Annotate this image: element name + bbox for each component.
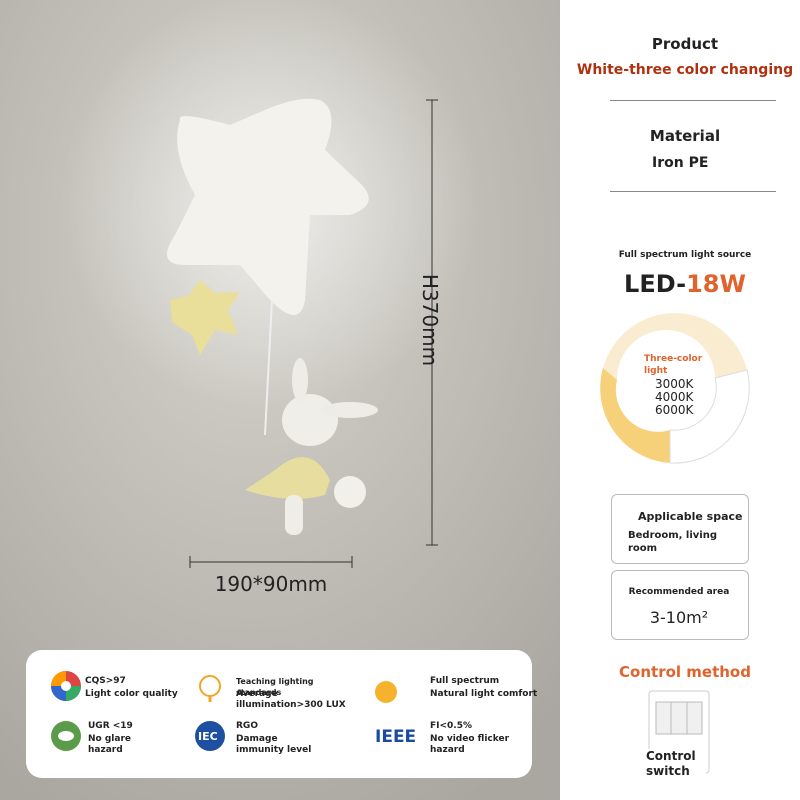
width-label: 190*90mm <box>214 572 328 596</box>
feature-desc: Damage immunity level <box>236 734 312 755</box>
area-value: 3-10m² <box>649 608 709 627</box>
product-label: Product <box>651 35 719 53</box>
feature-desc: Light color quality <box>85 689 178 699</box>
control-title: Control method <box>619 663 751 681</box>
temperature: 3000K <box>655 377 694 391</box>
space-label: Applicable space <box>638 510 743 523</box>
space-value: Bedroom, living room <box>628 530 718 554</box>
power-value: 18W <box>686 270 746 298</box>
ring-title: Three-color light <box>644 354 703 376</box>
temperature: 6000K <box>655 403 694 417</box>
area-box <box>611 570 749 640</box>
temperature: 4000K <box>655 390 694 404</box>
power-line: LED-18W <box>560 270 800 298</box>
control-label: Control switch <box>646 749 706 779</box>
material-value: Iron PE <box>652 155 709 171</box>
feature-icons <box>51 671 397 751</box>
feature-desc: Average illumination>300 LUX <box>236 689 346 710</box>
feature-title: Teaching lighting standards <box>236 677 314 697</box>
feature-desc: Natural light comfort <box>430 689 538 699</box>
feature-desc: No video flicker hazard <box>430 734 510 755</box>
star-lamp <box>167 98 369 315</box>
feature-title: CQS>97 <box>85 676 126 686</box>
area-label: Recommended area <box>628 587 730 597</box>
feature-title: Full spectrum <box>430 676 500 686</box>
temperatures: 3000K 4000K 6000K <box>655 378 693 417</box>
color-ring <box>600 313 750 464</box>
small-star <box>170 280 240 355</box>
height-label: H370mm <box>418 273 442 367</box>
space-box <box>611 494 749 564</box>
led-prefix: LED- <box>624 270 687 298</box>
feature-title: RGO <box>236 721 258 731</box>
feature-title: FI<0.5% <box>430 721 472 731</box>
feature-card <box>26 650 532 778</box>
material-label: Material <box>649 127 721 145</box>
product-value: White-three color changing <box>576 62 794 78</box>
iec-icon: IEC <box>198 730 218 743</box>
light-caption: Full spectrum light source <box>618 250 752 260</box>
feature-title: UGR <19 <box>88 721 133 731</box>
dimension-lines <box>189 99 438 568</box>
ieee-icon: IEEE <box>375 727 417 747</box>
feature-desc: No glare hazard <box>88 734 131 755</box>
